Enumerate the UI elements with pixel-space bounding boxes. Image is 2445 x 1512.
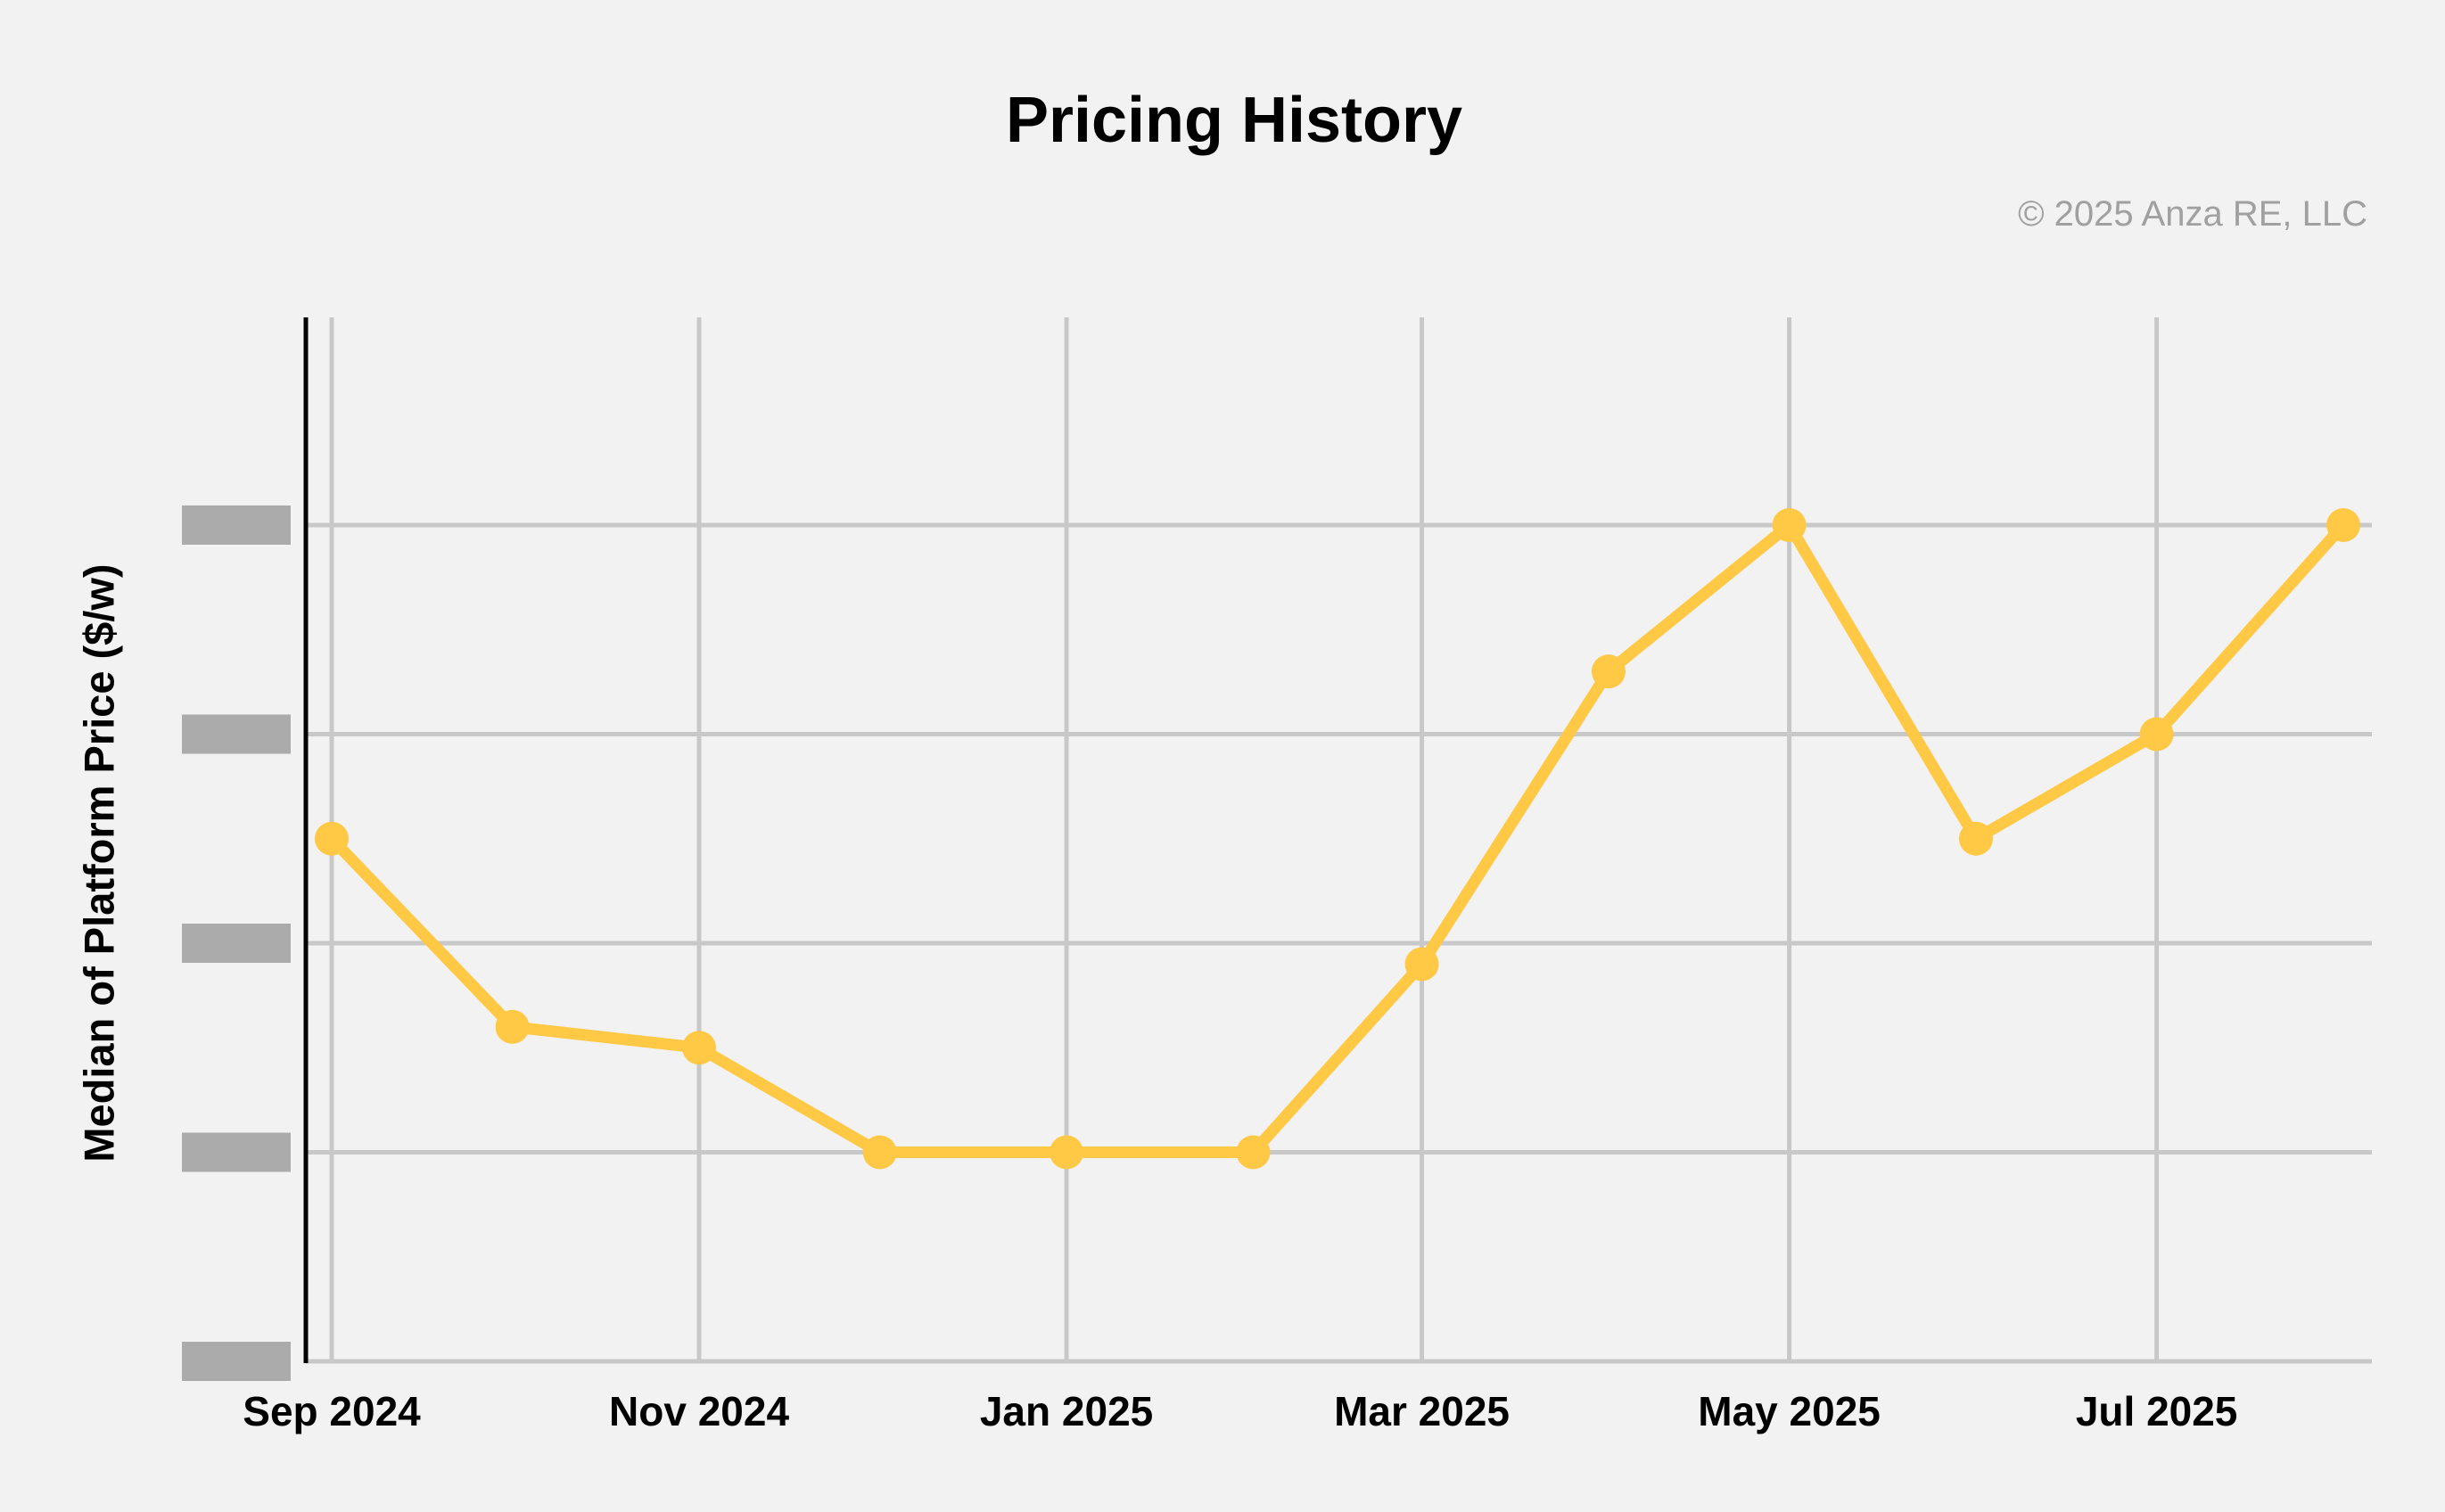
x-tick-label-mar-2025: Mar 2025	[1334, 1388, 1511, 1434]
chart-title: Pricing History	[1005, 85, 1463, 156]
data-point-marker	[1591, 654, 1626, 689]
y-tick-label-redacted	[182, 1132, 291, 1172]
x-tick-label-jul-2025: Jul 2025	[2075, 1388, 2238, 1434]
y-tick-label-redacted	[182, 924, 291, 963]
data-point-marker	[1236, 1135, 1271, 1170]
data-point-marker	[315, 821, 349, 856]
data-point-marker	[495, 1009, 530, 1044]
y-axis-label: Median of Platform Price ($/w)	[75, 563, 123, 1163]
x-tick-label-jan-2025: Jan 2025	[979, 1388, 1154, 1434]
data-point-marker	[1050, 1135, 1084, 1170]
x-tick-label-nov-2024: Nov 2024	[609, 1388, 790, 1434]
price-line-series	[325, 519, 2350, 1158]
data-point-marker	[1958, 821, 1993, 856]
data-point-marker	[2326, 508, 2360, 542]
x-tick-label-sep-2024: Sep 2024	[243, 1388, 421, 1434]
data-point-marker	[862, 1135, 897, 1170]
y-tick-label-redacted	[182, 714, 291, 754]
data-point-marker	[1404, 947, 1439, 982]
y-tick-label-redacted	[182, 1342, 291, 1381]
x-tick-label-may-2025: May 2025	[1698, 1388, 1881, 1434]
copyright-text: © 2025 Anza RE, LLC	[2018, 194, 2367, 234]
data-point-marker	[1772, 508, 1807, 542]
data-point-marker	[682, 1031, 717, 1065]
data-point-marker	[2139, 717, 2174, 752]
y-tick-label-redacted	[182, 505, 291, 545]
